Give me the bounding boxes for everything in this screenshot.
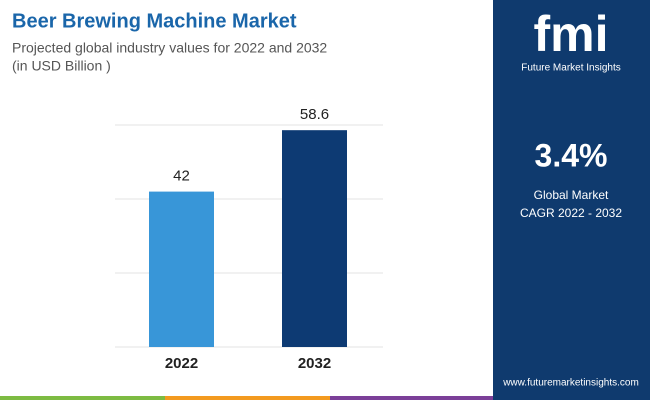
chart-subtitle: Projected global industry values for 202… bbox=[12, 40, 327, 56]
bar bbox=[149, 191, 214, 347]
unit-note: (in USD Billion ) bbox=[12, 58, 111, 74]
website: www.futuremarketinsights.com bbox=[502, 378, 639, 389]
brand: Future Market Insights bbox=[521, 63, 620, 74]
value-label: 42 bbox=[173, 168, 190, 185]
bar bbox=[282, 130, 347, 347]
stripe bbox=[0, 396, 165, 400]
sidebar-panel bbox=[493, 0, 650, 400]
stripe bbox=[493, 396, 650, 400]
cagr-label: Global Market bbox=[534, 188, 609, 202]
value-label: 58.6 bbox=[300, 106, 329, 123]
cagr-value: 3.4% bbox=[535, 137, 608, 173]
stripe bbox=[330, 396, 493, 400]
logo: fmi bbox=[534, 6, 609, 62]
chart-title: Beer Brewing Machine Market bbox=[12, 10, 297, 32]
x-tick-label: 2032 bbox=[298, 355, 331, 372]
cagr-label: CAGR 2022 - 2032 bbox=[520, 206, 622, 220]
stripe bbox=[165, 396, 330, 400]
x-tick-label: 2022 bbox=[165, 355, 198, 372]
